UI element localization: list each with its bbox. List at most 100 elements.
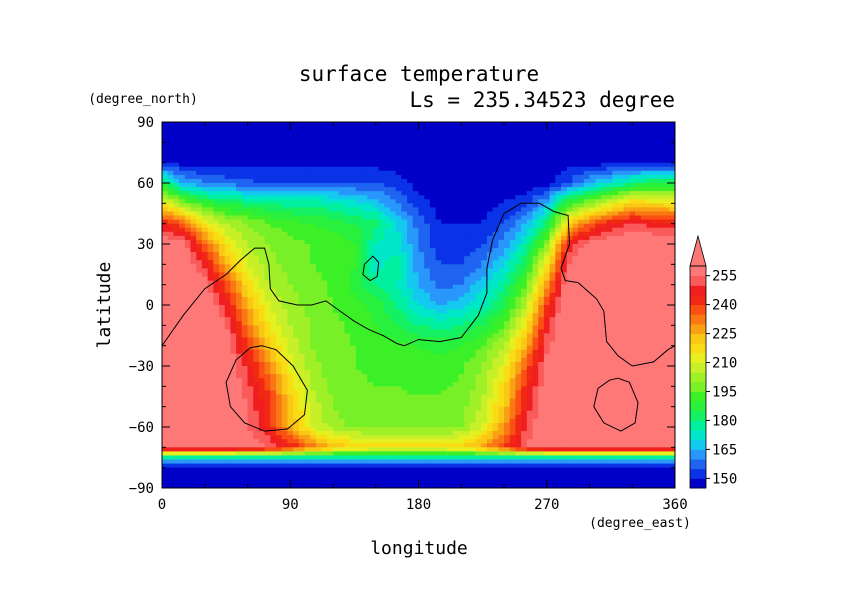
heat-cell xyxy=(469,142,477,147)
heat-cell xyxy=(361,260,368,265)
heat-cell xyxy=(578,252,585,257)
heat-cell xyxy=(481,288,488,294)
heat-cell xyxy=(657,122,665,127)
heat-cell xyxy=(657,134,665,139)
heat-cell xyxy=(606,178,613,184)
heat-cell xyxy=(652,260,659,265)
heat-cell xyxy=(327,130,334,135)
heat-cell xyxy=(179,134,186,139)
heat-cell xyxy=(452,187,459,192)
heat-cell xyxy=(196,138,203,143)
heat-cell xyxy=(310,305,317,310)
heat-cell xyxy=(224,162,231,168)
heat-cell xyxy=(435,178,442,184)
heat-cell xyxy=(549,174,556,180)
heat-cell xyxy=(304,187,311,192)
heat-cell xyxy=(327,292,334,298)
heat-cell xyxy=(372,227,380,233)
heat-cell xyxy=(276,272,283,278)
heat-cell xyxy=(327,203,334,208)
heat-cell xyxy=(515,183,522,188)
heat-cell xyxy=(600,138,608,143)
heat-cell xyxy=(281,227,288,233)
heat-cell xyxy=(492,162,499,168)
heat-cell xyxy=(635,126,642,131)
heat-cell xyxy=(566,191,573,196)
heat-cell xyxy=(162,268,169,274)
heat-cell xyxy=(549,292,556,298)
heat-cell xyxy=(566,227,573,233)
heat-cell xyxy=(310,309,317,314)
heat-cell xyxy=(167,199,174,204)
heat-cell xyxy=(640,170,648,176)
heat-cell xyxy=(458,162,465,168)
heat-cell xyxy=(504,296,511,302)
heat-cell xyxy=(623,195,630,200)
heat-cell xyxy=(344,231,351,237)
heat-cell xyxy=(646,126,653,131)
heat-cell xyxy=(213,325,220,330)
heat-cell xyxy=(612,252,619,257)
heat-cell xyxy=(224,333,231,339)
heat-cell xyxy=(219,280,226,286)
heat-cell xyxy=(498,235,505,241)
heat-cell xyxy=(469,174,477,180)
heat-cell xyxy=(190,317,197,322)
heat-cell xyxy=(418,199,425,204)
heat-cell xyxy=(486,223,494,229)
heat-cell xyxy=(538,187,545,192)
heat-cell xyxy=(521,329,528,335)
heat-cell xyxy=(258,199,266,204)
heat-cell xyxy=(469,309,477,314)
heat-cell xyxy=(355,300,363,306)
heat-cell xyxy=(304,203,311,208)
heat-cell xyxy=(276,235,283,241)
heat-cell xyxy=(532,239,539,245)
heat-cell xyxy=(595,178,602,184)
heat-cell xyxy=(469,150,477,156)
heat-cell xyxy=(315,284,323,290)
heat-cell xyxy=(589,264,596,269)
heat-cell xyxy=(669,260,675,265)
heat-cell xyxy=(201,199,209,204)
heat-cell xyxy=(606,288,613,294)
heat-cell xyxy=(310,260,317,265)
heat-cell xyxy=(236,333,243,339)
heat-cell xyxy=(236,146,243,152)
heat-cell xyxy=(498,150,505,156)
heat-cell xyxy=(600,252,608,257)
heat-cell xyxy=(595,305,602,310)
heat-cell xyxy=(652,122,659,127)
heat-cell xyxy=(532,178,539,184)
heat-cell xyxy=(247,264,254,269)
heat-cell xyxy=(293,142,300,147)
heat-cell xyxy=(486,333,494,339)
heat-cell xyxy=(612,122,619,127)
heat-cell xyxy=(190,122,197,127)
heat-cell xyxy=(315,138,323,143)
heat-cell xyxy=(333,260,340,265)
heat-cell xyxy=(361,252,368,257)
heat-cell xyxy=(549,150,556,156)
heat-cell xyxy=(652,227,659,233)
heat-cell xyxy=(657,174,665,180)
heat-cell xyxy=(606,305,613,310)
heat-cell xyxy=(327,256,334,261)
heat-cell xyxy=(173,154,180,160)
heat-cell xyxy=(669,248,675,253)
heat-cell xyxy=(361,272,368,278)
heat-cell xyxy=(424,150,431,156)
heat-cell xyxy=(475,317,482,322)
heat-cell xyxy=(669,341,675,347)
heat-cell xyxy=(669,264,675,269)
heat-cell xyxy=(486,325,494,330)
heat-cell xyxy=(646,244,653,249)
heat-cell xyxy=(287,142,294,147)
heat-cell xyxy=(190,268,197,274)
heat-cell xyxy=(367,207,374,213)
heat-cell xyxy=(378,317,385,322)
heat-cell xyxy=(629,223,636,229)
heat-cell xyxy=(464,260,471,265)
heat-cell xyxy=(407,154,414,160)
heat-cell xyxy=(657,130,665,135)
